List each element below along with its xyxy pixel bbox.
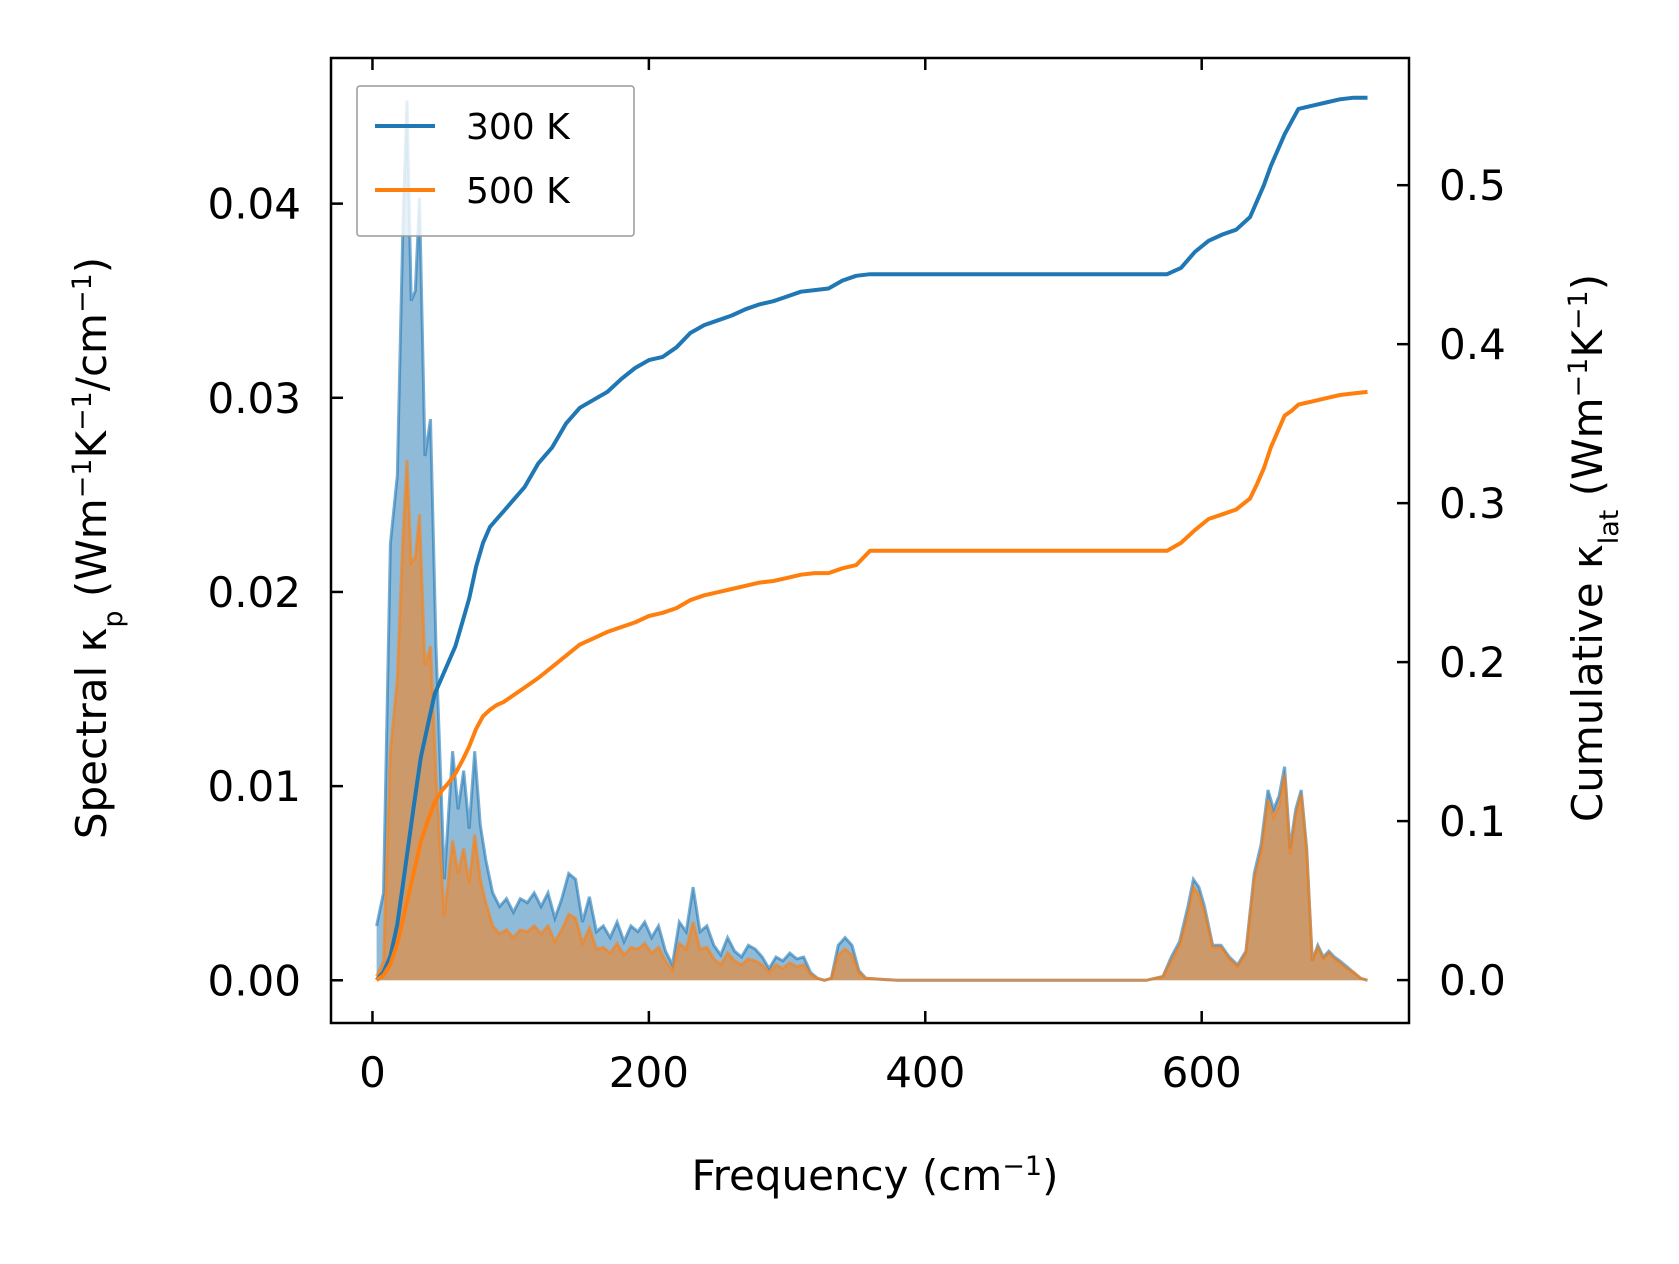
left-y-tick-label: 0.00 (207, 956, 301, 1005)
plot-frame (329, 56, 1411, 1025)
right-y-tick-label: 0.5 (1439, 161, 1506, 210)
axes: 0 200 400 600 0.00 0.01 0.02 0.03 0.04 0.0 0.1 0.2 0… (207, 56, 1506, 1097)
left-y-tick-label: 0.03 (207, 374, 301, 423)
right-y-tick-label: 0.2 (1439, 638, 1506, 687)
spectral-outline-500k (375, 459, 1368, 982)
right-y-tick-label: 0.3 (1439, 479, 1506, 528)
legend-label-300k: 300 K (466, 107, 571, 148)
legend: 300 K 500 K (356, 85, 635, 237)
cumulative-line-300k (375, 95, 1368, 982)
x-tick-label: 200 (609, 1048, 689, 1097)
cumulative-line-500k (375, 389, 1368, 982)
legend-frame (356, 85, 635, 237)
right-y-axis-title: Cumulative κlat (Wm−1K−1) (1563, 274, 1625, 822)
left-y-tick-label: 0.04 (207, 180, 301, 229)
legend-label-500k: 500 K (466, 171, 571, 212)
left-y-axis-title: Spectral κp (Wm−1K−1/cm−1) (67, 257, 129, 839)
spectral-area-500k (376, 459, 1368, 981)
left-y-tick-label: 0.01 (207, 762, 301, 811)
x-tick-label: 0 (359, 1048, 386, 1097)
x-tick-label: 400 (885, 1048, 965, 1097)
x-axis-title: Frequency (cm−1) (692, 1151, 1059, 1201)
cumulative-lines (375, 95, 1368, 982)
spectral-outline-300k (375, 100, 1368, 982)
right-y-tick-label: 0.0 (1439, 956, 1506, 1005)
right-y-tick-label: 0.4 (1439, 320, 1506, 369)
x-tick-label: 600 (1162, 1048, 1242, 1097)
left-y-tick-label: 0.02 (207, 568, 301, 617)
right-y-tick-label: 0.1 (1439, 797, 1506, 846)
spectral-areas (375, 100, 1368, 982)
